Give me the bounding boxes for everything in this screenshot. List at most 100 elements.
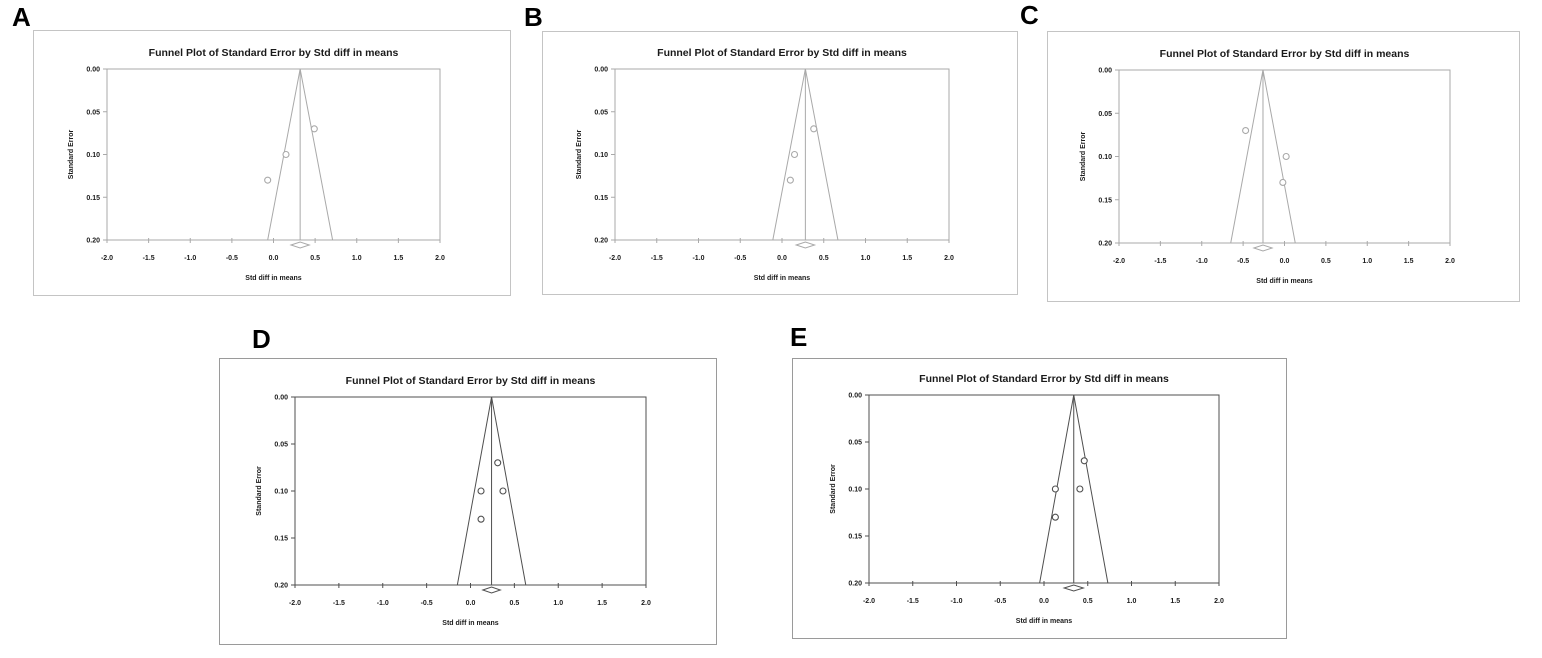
study-point [1242,127,1250,135]
x-tick-label: -1.0 [692,255,704,262]
y-axis-label: Standard Error [1080,132,1087,182]
y-axis-label: Standard Error [68,130,75,180]
study-point [786,176,794,184]
x-tick-label: 0.5 [1083,598,1093,605]
y-tick-label: 0.20 [274,583,288,590]
y-tick-label: 0.05 [848,440,862,447]
y-tick-label: 0.15 [86,195,100,202]
y-tick-label: 0.10 [594,152,608,159]
x-tick-label: 0.0 [1039,598,1049,605]
y-tick-label: 0.10 [848,487,862,494]
chart-title: Funnel Plot of Standard Error by Std dif… [1160,48,1410,60]
study-point [1076,485,1084,493]
funnel-chart-a: Funnel Plot of Standard Error by Std dif… [68,47,445,282]
study-point [1279,178,1287,186]
x-tick-label: 0.0 [777,255,787,262]
y-tick-label: 0.10 [1098,154,1112,161]
x-tick-label: -0.5 [734,255,746,262]
x-tick-label: -0.5 [1237,258,1249,265]
study-point [1051,513,1059,521]
y-tick-label: 0.20 [848,581,862,588]
funnel-panel-c: Funnel Plot of Standard Error by Std dif… [1047,31,1520,302]
x-tick-label: 1.5 [1170,598,1180,605]
y-tick-label: 0.15 [848,534,862,541]
study-point [1051,485,1059,493]
x-tick-label: 1.5 [394,255,404,262]
x-tick-label: -1.0 [1196,258,1208,265]
x-tick-label: -1.0 [950,598,962,605]
x-tick-label: -1.5 [333,600,345,607]
x-tick-label: -1.0 [184,255,196,262]
x-tick-label: 1.5 [902,255,912,262]
x-tick-label: 0.5 [310,255,320,262]
x-tick-label: -2.0 [609,255,621,262]
pooled-estimate-diamond [481,586,502,594]
y-tick-label: 0.00 [274,395,288,402]
x-tick-label: -1.5 [907,598,919,605]
pooled-estimate-diamond [794,241,817,249]
chart-title: Funnel Plot of Standard Error by Std dif… [657,47,907,59]
x-tick-label: 2.0 [1445,258,1455,265]
x-tick-label: -2.0 [1113,258,1125,265]
x-tick-label: 2.0 [641,600,651,607]
x-tick-label: -0.5 [226,255,238,262]
x-axis-label: Std diff in means [754,275,811,282]
y-tick-label: 0.05 [1098,111,1112,118]
study-point [477,515,485,523]
y-tick-label: 0.05 [274,442,288,449]
y-tick-label: 0.00 [1098,68,1112,75]
x-tick-label: 0.0 [1280,258,1290,265]
x-tick-label: 0.5 [510,600,520,607]
panel-label-e: E [790,322,808,352]
x-tick-label: -2.0 [289,600,301,607]
x-tick-label: -1.5 [1154,258,1166,265]
pooled-estimate-diamond [289,241,311,249]
panel-label-c: C [1020,0,1039,30]
x-tick-label: 2.0 [1214,598,1224,605]
y-tick-label: 0.10 [274,489,288,496]
chart-title: Funnel Plot of Standard Error by Std dif… [149,47,399,59]
study-point [790,150,799,159]
y-tick-label: 0.15 [594,195,608,202]
y-axis-label: Standard Error [830,464,837,514]
y-tick-label: 0.20 [594,238,608,245]
plot-frame [294,396,647,586]
x-tick-label: 2.0 [944,255,954,262]
x-axis-label: Std diff in means [1256,278,1313,285]
panel-label-a: A [12,2,31,32]
x-tick-label: 1.0 [553,600,563,607]
y-tick-label: 0.20 [86,238,100,245]
x-axis-label: Std diff in means [245,275,302,282]
x-axis-label: Std diff in means [1016,618,1073,625]
y-axis-label: Standard Error [256,466,263,516]
x-tick-label: 1.0 [1127,598,1137,605]
y-tick-label: 0.05 [86,109,100,116]
plot-frame [868,394,1220,584]
funnel-panel-d: Funnel Plot of Standard Error by Std dif… [219,358,717,645]
x-tick-label: 0.0 [269,255,279,262]
funnel-chart-c: Funnel Plot of Standard Error by Std dif… [1080,48,1455,285]
x-axis-label: Std diff in means [442,620,499,627]
y-tick-label: 0.00 [86,67,100,74]
y-tick-label: 0.15 [274,536,288,543]
study-point [499,487,507,495]
y-tick-label: 0.10 [86,152,100,159]
study-point [1282,152,1290,161]
chart-title: Funnel Plot of Standard Error by Std dif… [346,375,596,387]
funnel-panel-b: Funnel Plot of Standard Error by Std dif… [542,31,1018,295]
pooled-estimate-diamond [1252,244,1274,252]
x-tick-label: -0.5 [421,600,433,607]
funnel-chart-e: Funnel Plot of Standard Error by Std dif… [830,373,1224,625]
x-tick-label: 1.0 [352,255,362,262]
pooled-estimate-diamond [1062,584,1086,592]
funnel-chart-d: Funnel Plot of Standard Error by Std dif… [256,375,651,627]
study-point [494,459,502,467]
study-point [282,150,290,159]
x-tick-label: -0.5 [994,598,1006,605]
x-tick-label: 0.5 [1321,258,1331,265]
funnel-chart-b: Funnel Plot of Standard Error by Std dif… [576,47,954,282]
y-tick-label: 0.05 [594,109,608,116]
study-point [310,125,318,133]
x-tick-label: 0.5 [819,255,829,262]
y-tick-label: 0.20 [1098,241,1112,248]
